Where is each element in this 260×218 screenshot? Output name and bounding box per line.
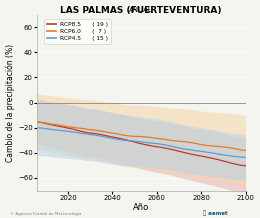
Y-axis label: Cambio de la precipitación (%): Cambio de la precipitación (%) xyxy=(5,43,15,162)
Text: 🌐 aemet: 🌐 aemet xyxy=(203,210,228,216)
X-axis label: Año: Año xyxy=(133,203,149,213)
Text: ANUAL: ANUAL xyxy=(129,7,153,13)
Legend: RCP8.5      ( 19 ), RCP6.0      (  7 ), RCP4.5      ( 15 ): RCP8.5 ( 19 ), RCP6.0 ( 7 ), RCP4.5 ( 15… xyxy=(44,19,111,44)
Title: LAS PALMAS (FUERTEVENTURA): LAS PALMAS (FUERTEVENTURA) xyxy=(60,5,222,15)
Text: © Agencia Estatal de Meteorología: © Agencia Estatal de Meteorología xyxy=(10,212,82,216)
